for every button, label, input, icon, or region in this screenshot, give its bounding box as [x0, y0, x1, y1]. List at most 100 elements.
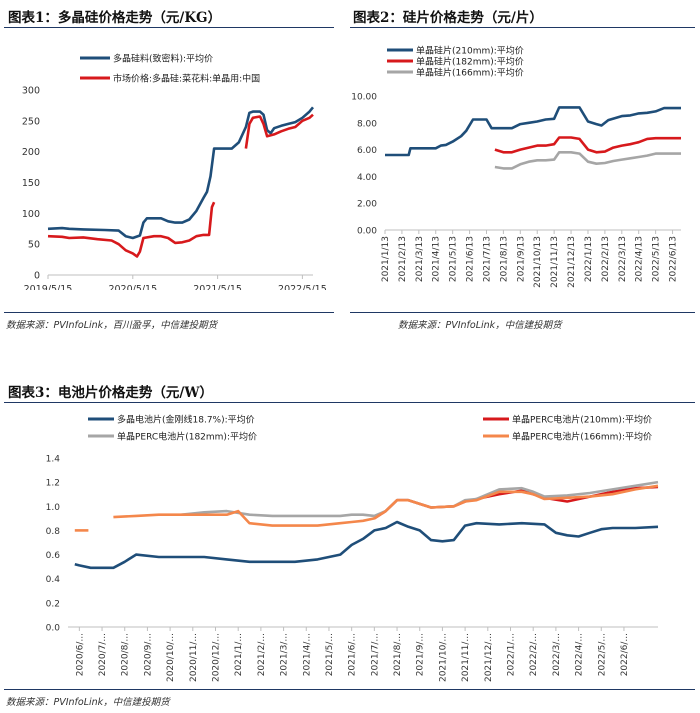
- chart1-source: 数据来源：PVInfoLink，百川盈孚，中信建投期货: [6, 320, 218, 331]
- chart1-y-tick-5: 250: [22, 116, 40, 127]
- chart3-source: 数据来源：PVInfoLink，中信建投期货: [6, 697, 170, 708]
- chart2-y-tick-2: 4.00: [357, 173, 377, 183]
- chart2-source: 数据来源：PVInfoLink，中信建投期货: [398, 320, 562, 331]
- chart2-x-tick-5: 2021/6/13: [466, 236, 476, 282]
- chart1-legend-label-0: 多晶硅料(致密料):平均价: [113, 53, 213, 65]
- chart3-x-tick-22: 2022/4/...: [575, 633, 585, 676]
- chart3-x-tick-24: 2022/6/...: [620, 633, 630, 676]
- chart3-x-tick-14: 2021/8/...: [393, 633, 403, 676]
- chart3-title-rule: [4, 402, 695, 403]
- chart3-x-tick-13: 2021/7/...: [370, 633, 380, 676]
- chart1-x-tick-3: 2022/5/15: [278, 284, 327, 290]
- chart2-x-tick-1: 2021/2/13: [398, 236, 408, 282]
- chart3-x-tick-2: 2020/8/...: [121, 633, 131, 676]
- chart3-x-tick-9: 2021/3/...: [280, 633, 290, 676]
- chart3-y-tick-1: 0.2: [46, 599, 60, 609]
- chart3-x-tick-19: 2022/1/...: [507, 633, 517, 676]
- chart2-x-tick-9: 2021/10/13: [533, 236, 543, 288]
- chart2-series-0-line: [385, 106, 681, 157]
- chart3-x-tick-5: 2020/11/...: [189, 633, 199, 682]
- chart3-series-2-line: [181, 480, 659, 518]
- chart3-legend-label-1: 单晶PERC电池片(210mm):平均价: [512, 414, 652, 426]
- chart2-x-tick-8: 2021/9/13: [516, 236, 526, 282]
- chart3-legend-label-2: 单晶PERC电池片(182mm):平均价: [117, 431, 257, 443]
- chart1-title-rule: [4, 27, 334, 28]
- chart3-x-tick-17: 2021/11/...: [461, 633, 471, 682]
- chart3-y-tick-3: 0.6: [46, 551, 61, 561]
- chart2-x-tick-4: 2021/5/13: [449, 236, 459, 282]
- chart1-bottom-rule: [4, 312, 334, 313]
- chart3-x-tick-1: 2020/7/...: [98, 633, 108, 676]
- chart2-y-tick-5: 10.00: [351, 93, 377, 103]
- chart3-legend-label-0: 多晶电池片(金刚线18.7%):平均价: [117, 414, 255, 426]
- chart1-series-1-line-0: [47, 201, 216, 258]
- chart2-y-tick-0: 0.00: [357, 227, 377, 237]
- chart2-x-tick-14: 2022/3/13: [618, 236, 628, 282]
- chart1-y-tick-4: 200: [22, 147, 40, 158]
- chart3-x-tick-0: 2020/6/...: [75, 633, 85, 676]
- chart1-y-tick-3: 150: [22, 178, 40, 189]
- chart3-legend-label-3: 单晶PERC电池片(166mm):平均价: [512, 431, 652, 443]
- chart3-y-tick-5: 1.0: [46, 503, 61, 513]
- chart3-cell-price: 0.0 0.2 0.4 0.6 0.8 1.0 1.2 1.4 2020/6/... 2020/7…: [46, 414, 659, 682]
- chart2-x-tick-15: 2022/4/13: [635, 236, 645, 282]
- chart3-x-tick-11: 2021/5/...: [325, 633, 335, 676]
- chart2-x-tick-12: 2022/1/13: [584, 236, 594, 282]
- chart3-x-tick-10: 2021/4/...: [302, 633, 312, 676]
- chart3-title: 图表3：电池片价格走势（元/W）: [8, 385, 213, 401]
- chart2-x-tick-10: 2021/11/13: [550, 236, 560, 288]
- chart2-x-tick-13: 2022/2/13: [601, 236, 611, 282]
- chart1-x-tick-1: 2020/5/15: [108, 284, 157, 290]
- chart2-series-2-line: [494, 151, 681, 170]
- chart2-x-tick-6: 2021/7/13: [482, 236, 492, 282]
- chart3-x-tick-4: 2020/10/...: [166, 633, 176, 682]
- chart3-x-tick-21: 2022/3/...: [552, 633, 562, 676]
- chart2-title-rule: [350, 27, 695, 28]
- chart3-y-tick-4: 0.8: [46, 527, 61, 537]
- chart1-x-tick-0: 2019/5/15: [24, 284, 73, 290]
- chart3-x-tick-20: 2022/2/...: [529, 633, 539, 676]
- chart1-y-tick-0: 0: [34, 271, 40, 282]
- chart1-y-tick-6: 300: [22, 86, 40, 97]
- chart3-y-tick-6: 1.2: [46, 479, 60, 489]
- chart3-series-3-line-1: [113, 484, 659, 527]
- chart2-x-tick-17: 2022/6/13: [669, 236, 679, 282]
- chart1-y-tick-2: 100: [22, 209, 40, 220]
- chart1-y-tick-1: 50: [28, 240, 40, 251]
- chart2-x-tick-2: 2021/3/13: [415, 236, 425, 282]
- chart2-legend-label-0: 单晶硅片(210mm):平均价: [416, 45, 524, 57]
- chart3-x-tick-18: 2021/12/...: [484, 633, 494, 682]
- chart2-legend-label-1: 单晶硅片(182mm):平均价: [416, 56, 524, 68]
- chart1-series-1-line-1: [244, 113, 314, 149]
- chart2-x-tick-7: 2021/8/13: [499, 236, 509, 282]
- chart2-y-tick-4: 8.00: [357, 119, 377, 129]
- chart2-series-1-line: [494, 136, 681, 154]
- chart1-polysilicon-price: 0 50 100 150 200 250 300 2019/5/15 2020/5/15 2021…: [22, 53, 327, 291]
- chart3-series-0-line: [74, 520, 659, 570]
- chart3-x-tick-8: 2021/2/...: [257, 633, 267, 676]
- chart3-bottom-rule: [4, 689, 695, 690]
- chart3-x-tick-6: 2020/12/...: [212, 633, 222, 682]
- chart2-x-tick-0: 2021/1/13: [381, 236, 391, 282]
- chart2-y-tick-1: 2.00: [357, 200, 377, 210]
- chart2-y-tick-3: 6.00: [357, 146, 377, 156]
- chart3-x-tick-16: 2021/10/...: [438, 633, 448, 682]
- chart1-x-tick-2: 2021/5/15: [193, 284, 242, 290]
- chart3-y-tick-7: 1.4: [46, 455, 61, 465]
- chart2-wafer-price: 0.00 2.00 4.00 6.00 8.00 10.00 2021/1/13 2021/2…: [351, 45, 681, 288]
- chart2-legend-label-2: 单晶硅片(166mm):平均价: [416, 67, 524, 79]
- chart1-title: 图表1：多晶硅价格走势（元/KG）: [8, 10, 222, 26]
- chart2-x-tick-3: 2021/4/13: [432, 236, 442, 282]
- chart3-y-tick-2: 0.4: [46, 575, 61, 585]
- chart1-series-0-line: [47, 106, 315, 240]
- chart3-x-tick-12: 2021/6/...: [348, 633, 358, 676]
- chart2-title: 图表2：硅片价格走势（元/片）: [353, 10, 543, 26]
- chart1-legend-label-1: 市场价格:多晶硅:菜花料:单晶用:中国: [113, 73, 260, 85]
- chart3-y-tick-0: 0.0: [46, 624, 61, 634]
- chart3-x-tick-15: 2021/9/...: [416, 633, 426, 676]
- chart3-x-tick-7: 2021/1/...: [234, 633, 244, 676]
- chart3-x-tick-23: 2022/5/...: [597, 633, 607, 676]
- chart2-x-tick-11: 2021/12/13: [567, 236, 577, 288]
- chart2-x-tick-16: 2022/5/13: [652, 236, 662, 282]
- chart2-bottom-rule: [350, 312, 695, 313]
